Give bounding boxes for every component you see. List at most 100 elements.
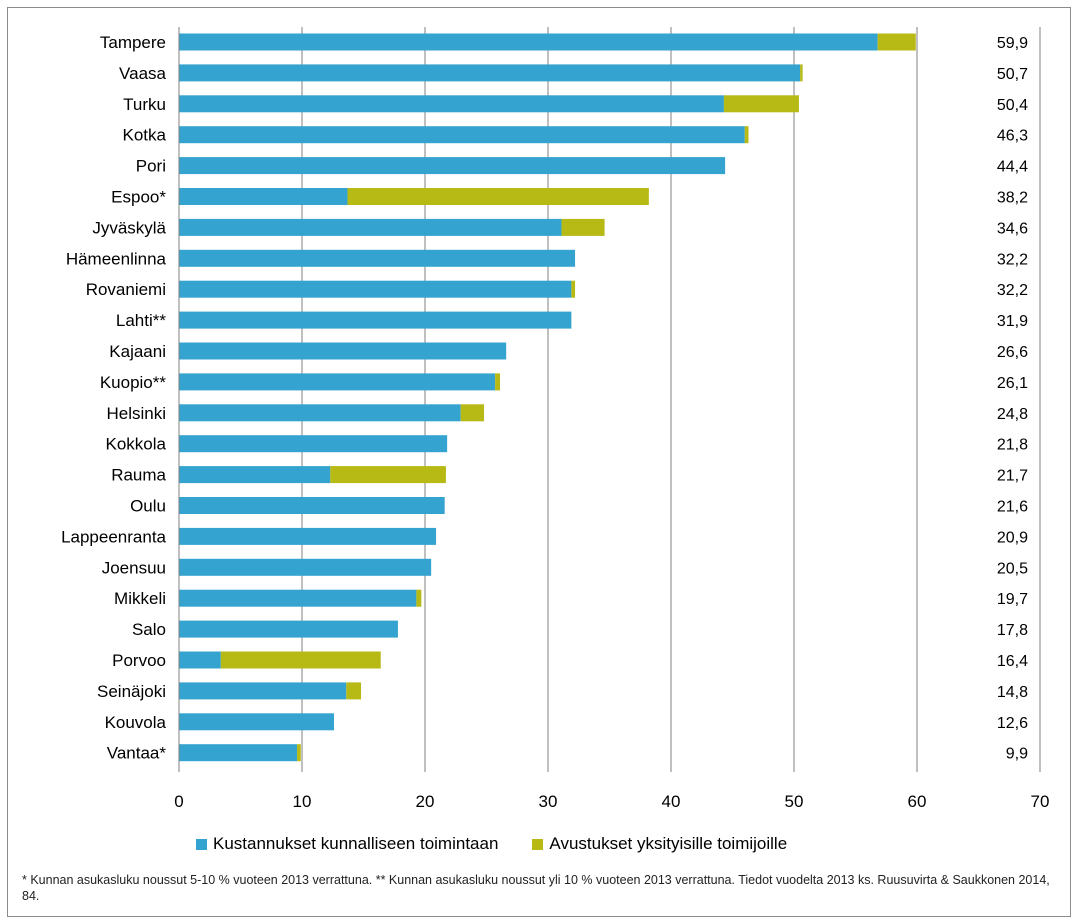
total-value-label: 32,2: [997, 251, 1028, 268]
category-label: Helsinki: [106, 404, 166, 423]
category-label: Vantaa*: [107, 744, 167, 763]
category-label: Rauma: [111, 466, 166, 485]
category-label: Espoo*: [111, 188, 166, 207]
bar-segment-kunnallinen: [179, 744, 298, 762]
total-value-label: 20,5: [997, 560, 1028, 577]
total-value-label: 9,9: [1006, 746, 1028, 763]
x-tick-label: 60: [908, 792, 927, 811]
x-tick-label: 40: [662, 792, 681, 811]
total-value-label: 24,8: [997, 406, 1028, 423]
total-value-label: 17,8: [997, 622, 1028, 639]
total-value-label: 46,3: [997, 128, 1028, 145]
bar-segment-kunnallinen: [179, 311, 572, 329]
category-label: Turku: [123, 95, 166, 114]
bar-segment-kunnallinen: [179, 373, 496, 391]
category-label: Joensuu: [102, 558, 166, 577]
legend: Kustannukset kunnalliseen toimintaan Avu…: [196, 834, 821, 854]
total-value-label: 44,4: [997, 159, 1028, 176]
bar-segment-kunnallinen: [179, 126, 745, 144]
x-tick-label: 0: [174, 792, 183, 811]
category-label: Hämeenlinna: [66, 249, 167, 268]
category-label: Mikkeli: [114, 589, 166, 608]
category-label: Kuopio**: [100, 373, 167, 392]
category-label: Jyväskylä: [92, 218, 166, 237]
legend-label-series-2: Avustukset yksityisille toimijoille: [549, 834, 788, 853]
bar-segment-kunnallinen: [179, 33, 878, 51]
bar-segment-avustukset: [346, 682, 362, 700]
category-label: Lappeenranta: [61, 527, 166, 546]
bar-segment-kunnallinen: [179, 466, 331, 484]
chart-frame: [7, 7, 1071, 917]
bar-segment-kunnallinen: [179, 218, 562, 236]
bar-segment-kunnallinen: [179, 558, 432, 576]
total-value-label: 12,6: [997, 715, 1028, 732]
category-label: Lahti**: [116, 311, 166, 330]
total-value-label: 50,4: [997, 97, 1028, 114]
bar-segment-avustukset: [744, 126, 749, 144]
bar-segment-kunnallinen: [179, 497, 445, 514]
x-tick-label: 20: [416, 792, 435, 811]
total-value-label: 14,8: [997, 684, 1028, 701]
category-label: Pori: [136, 157, 166, 176]
total-value-label: 21,6: [997, 499, 1028, 516]
bar-segment-kunnallinen: [179, 157, 726, 175]
category-label: Kotka: [123, 126, 167, 145]
legend-item-series-2: Avustukset yksityisille toimijoille: [532, 834, 787, 854]
category-label: Rovaniemi: [86, 280, 166, 299]
bar-segment-kunnallinen: [179, 188, 348, 205]
bar-segment-kunnallinen: [179, 527, 437, 545]
x-tick-label: 70: [1031, 792, 1050, 811]
bar-segment-kunnallinen: [179, 249, 576, 267]
legend-swatch-series-2: [532, 838, 544, 850]
footnote: * Kunnan asukasluku noussut 5-10 % vuote…: [22, 873, 1050, 903]
bar-segment-avustukset: [800, 64, 803, 82]
total-value-label: 21,7: [997, 468, 1028, 485]
total-value-label: 31,9: [997, 313, 1028, 330]
legend-swatch-series-1: [196, 838, 207, 850]
bar-segment-kunnallinen: [179, 280, 572, 298]
total-value-label: 32,2: [997, 282, 1028, 299]
bar-segment-kunnallinen: [179, 589, 417, 607]
bar-segment-avustukset: [561, 218, 605, 236]
bar-segment-kunnallinen: [179, 64, 801, 82]
category-label: Porvoo: [112, 651, 166, 670]
category-label: Vaasa: [119, 64, 166, 83]
category-label: Kajaani: [109, 342, 166, 361]
category-label: Oulu: [130, 497, 166, 516]
bar-segment-kunnallinen: [179, 95, 724, 113]
category-label: Tampere: [100, 33, 166, 52]
bar-segment-kunnallinen: [179, 682, 347, 700]
bar-segment-avustukset: [330, 466, 446, 484]
bar-segment-avustukset: [723, 95, 799, 113]
bar-segment-kunnallinen: [179, 404, 461, 422]
bar-segment-avustukset: [495, 373, 501, 391]
bar-segment-avustukset: [297, 744, 301, 762]
category-label: Kokkola: [106, 435, 167, 454]
bar-segment-kunnallinen: [179, 620, 398, 638]
total-value-label: 16,4: [997, 653, 1028, 670]
bar-segment-kunnallinen: [179, 435, 448, 453]
category-label: Seinäjoki: [97, 682, 166, 701]
x-tick-label: 50: [785, 792, 804, 811]
total-value-label: 20,9: [997, 529, 1028, 546]
bar-segment-avustukset: [416, 589, 422, 607]
total-value-label: 59,9: [997, 35, 1028, 52]
category-label: Salo: [132, 620, 166, 639]
total-value-label: 19,7: [997, 591, 1028, 608]
bar-segment-avustukset: [571, 280, 576, 298]
total-value-label: 50,7: [997, 66, 1028, 83]
total-value-label: 38,2: [997, 190, 1028, 207]
total-value-label: 21,8: [997, 437, 1028, 454]
bar-segment-avustukset: [220, 651, 381, 669]
bar-segment-avustukset: [460, 404, 485, 422]
total-value-label: 26,6: [997, 344, 1028, 361]
legend-item-series-1: Kustannukset kunnalliseen toimintaan: [196, 834, 498, 854]
x-tick-label: 30: [539, 792, 558, 811]
legend-label-series-1: Kustannukset kunnalliseen toimintaan: [213, 834, 499, 853]
category-label: Kouvola: [105, 713, 167, 732]
bar-segment-avustukset: [347, 188, 649, 205]
bar-segment-kunnallinen: [179, 651, 221, 669]
total-value-label: 26,1: [997, 375, 1028, 392]
bar-segment-kunnallinen: [179, 342, 507, 360]
